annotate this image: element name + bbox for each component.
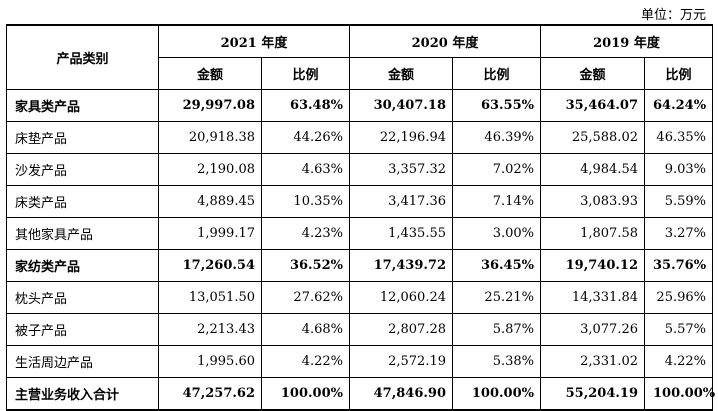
ratio-cell: 36.45%	[452, 249, 541, 282]
amount-cell: 2,213.43	[158, 313, 262, 346]
header-year-2020: 2020 年度	[349, 24, 541, 58]
ratio-cell: 4.22%	[644, 345, 713, 378]
header-row-metrics: 金额 比例 金额 比例 金额 比例	[7, 57, 713, 90]
row-category-name: 生活周边产品	[6, 345, 159, 378]
amount-cell: 14,331.84	[540, 281, 645, 314]
amount-cell: 3,357.32	[349, 153, 453, 186]
ratio-cell: 4.22%	[261, 345, 350, 378]
amount-cell: 2,331.02	[540, 345, 645, 378]
ratio-cell: 25.21%	[452, 281, 541, 314]
ratio-cell: 4.23%	[261, 217, 350, 250]
table-row: 床垫产品 20,918.38 44.26% 22,196.94 46.39% 25,588…	[6, 121, 713, 154]
amount-cell: 3,083.93	[540, 185, 645, 218]
amount-cell: 3,077.26	[540, 313, 645, 346]
header-ratio: 比例	[644, 57, 713, 90]
ratio-cell: 7.02%	[452, 153, 541, 186]
amount-cell: 12,060.24	[349, 281, 453, 314]
amount-cell: 47,257.62	[158, 377, 262, 411]
amount-cell: 4,984.54	[540, 153, 645, 186]
amount-cell: 17,260.54	[158, 249, 262, 282]
ratio-cell: 25.96%	[644, 281, 713, 314]
amount-cell: 2,190.08	[158, 153, 262, 186]
header-year-2021: 2021 年度	[158, 24, 350, 58]
ratio-cell: 4.63%	[261, 153, 350, 186]
ratio-cell: 5.59%	[644, 185, 713, 218]
ratio-cell: 9.03%	[644, 153, 713, 186]
amount-cell: 4,889.45	[158, 185, 262, 218]
row-category-name: 床类产品	[6, 185, 159, 218]
header-amount: 金额	[540, 57, 645, 90]
table-row: 其他家具产品 1,999.17 4.23% 1,435.55 3.00% 1,807.58…	[6, 217, 713, 250]
ratio-cell: 10.35%	[261, 185, 350, 218]
amount-cell: 1,999.17	[158, 217, 262, 250]
ratio-cell: 36.52%	[261, 249, 350, 282]
table-body: 家具类产品 29,997.08 63.48% 30,407.18 63.55% 35,46…	[6, 89, 715, 411]
ratio-cell: 63.55%	[452, 89, 541, 122]
amount-cell: 2,572.19	[349, 345, 453, 378]
header-year-2019: 2019 年度	[540, 24, 713, 58]
amount-cell: 3,417.36	[349, 185, 453, 218]
row-category-name: 家纺类产品	[6, 249, 159, 282]
row-category-name: 枕头产品	[6, 281, 159, 314]
row-category-name: 床垫产品	[6, 121, 159, 154]
ratio-cell: 5.38%	[452, 345, 541, 378]
table-row: 枕头产品 13,051.50 27.62% 12,060.24 25.21% 14,331…	[6, 281, 713, 314]
amount-cell: 30,407.18	[349, 89, 453, 122]
row-category-name: 被子产品	[6, 313, 159, 346]
ratio-cell: 4.68%	[261, 313, 350, 346]
ratio-cell: 64.24%	[644, 89, 713, 122]
amount-cell: 35,464.07	[540, 89, 645, 122]
amount-cell: 29,997.08	[158, 89, 262, 122]
ratio-cell: 100.00%	[261, 377, 350, 411]
header-amount: 金额	[349, 57, 453, 90]
ratio-cell: 5.87%	[452, 313, 541, 346]
amount-cell: 25,588.02	[540, 121, 645, 154]
table-row: 家纺类产品 17,260.54 36.52% 17,439.72 36.45% 19,74…	[6, 249, 713, 282]
table-row: 生活周边产品 1,995.60 4.22% 2,572.19 5.38% 2,331.02…	[6, 345, 713, 378]
table-row: 床类产品 4,889.45 10.35% 3,417.36 7.14% 3,083.93 5…	[6, 185, 713, 218]
header-ratio: 比例	[261, 57, 350, 90]
amount-cell: 55,204.19	[540, 377, 645, 411]
amount-cell: 22,196.94	[349, 121, 453, 154]
ratio-cell: 3.00%	[452, 217, 541, 250]
ratio-cell: 46.39%	[452, 121, 541, 154]
amount-cell: 1,807.58	[540, 217, 645, 250]
amount-cell: 17,439.72	[349, 249, 453, 282]
amount-cell: 20,918.38	[158, 121, 262, 154]
amount-cell: 2,807.28	[349, 313, 453, 346]
ratio-cell: 44.26%	[261, 121, 350, 154]
amount-cell: 47,846.90	[349, 377, 453, 411]
table-row: 主营业务收入合计 47,257.62 100.00% 47,846.90 100.00%…	[6, 377, 715, 411]
ratio-cell: 63.48%	[261, 89, 350, 122]
header-category: 产品类别	[6, 24, 159, 90]
amount-cell: 13,051.50	[158, 281, 262, 314]
row-category-name: 家具类产品	[6, 89, 159, 122]
row-category-name: 其他家具产品	[6, 217, 159, 250]
ratio-cell: 100.00%	[452, 377, 541, 411]
unit-label: 单位：万元	[640, 8, 706, 23]
amount-cell: 1,435.55	[349, 217, 453, 250]
table-row: 沙发产品 2,190.08 4.63% 3,357.32 7.02% 4,984.54 9.…	[6, 153, 713, 186]
ratio-cell: 7.14%	[452, 185, 541, 218]
row-category-name: 沙发产品	[6, 153, 159, 186]
ratio-cell: 5.57%	[644, 313, 713, 346]
revenue-table: 产品类别 2021 年度 2020 年度 2019 年度 金额 比例 金额 比例…	[6, 24, 715, 411]
ratio-cell: 46.35%	[644, 121, 713, 154]
table-row: 被子产品 2,213.43 4.68% 2,807.28 5.87% 3,077.26 5.…	[6, 313, 713, 346]
header-amount: 金额	[158, 57, 262, 90]
ratio-cell: 100.00%	[644, 377, 715, 411]
header-row-years: 产品类别 2021 年度 2020 年度 2019 年度	[6, 24, 713, 90]
ratio-cell: 35.76%	[644, 249, 713, 282]
amount-cell: 1,995.60	[158, 345, 262, 378]
row-category-name: 主营业务收入合计	[6, 377, 159, 411]
ratio-cell: 27.62%	[261, 281, 350, 314]
table-row: 家具类产品 29,997.08 63.48% 30,407.18 63.55% 35,46…	[6, 89, 713, 122]
amount-cell: 19,740.12	[540, 249, 645, 282]
header-ratio: 比例	[452, 57, 541, 90]
ratio-cell: 3.27%	[644, 217, 713, 250]
